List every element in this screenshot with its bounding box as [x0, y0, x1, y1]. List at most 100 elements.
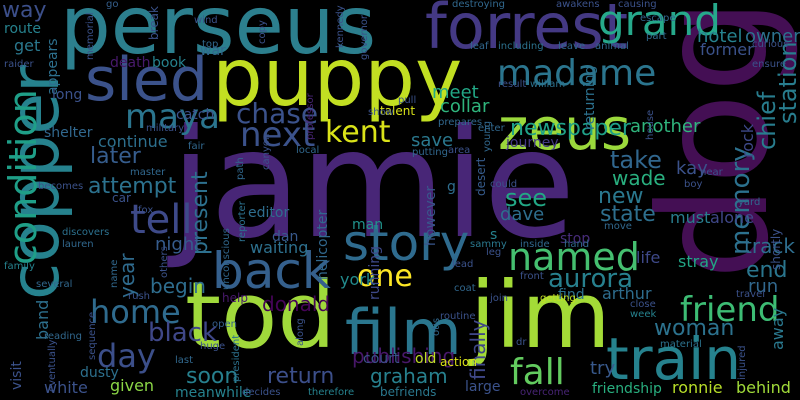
word-inside: inside	[520, 239, 550, 250]
word-several: several	[36, 279, 73, 290]
word-condition: condition	[1, 89, 45, 265]
word-join: join	[490, 293, 509, 304]
word-visit: visit	[9, 361, 25, 390]
word-travel: travel	[736, 289, 766, 300]
word-putting: putting	[412, 147, 448, 158]
word-given: given	[110, 376, 155, 395]
word-newspaper: newspaper	[510, 116, 631, 141]
word-rush: rush	[128, 291, 150, 302]
word-causing: causing	[618, 0, 657, 10]
word-along: along	[295, 318, 306, 346]
word-including: including	[498, 41, 544, 52]
word-eventually: eventually	[47, 339, 58, 392]
word-prepares: prepares	[438, 117, 483, 128]
word-otis: otis	[431, 317, 442, 336]
word-lead: lead	[452, 259, 474, 270]
word-awakens: awakens	[556, 0, 600, 10]
word-leave: leave	[558, 41, 586, 52]
word-ensure: ensure	[752, 59, 787, 70]
word-york: york	[340, 270, 376, 289]
word-friend: friend	[680, 290, 780, 330]
word-death: death	[110, 55, 151, 71]
word-boy: boy	[684, 179, 703, 190]
word-break: break	[147, 6, 161, 40]
word-night: night	[155, 234, 202, 255]
word-top: top	[202, 39, 219, 50]
word-attempt: attempt	[88, 174, 177, 199]
word-military: military	[146, 123, 185, 134]
word-coat: coat	[454, 283, 476, 294]
word-copy: copy	[257, 20, 268, 44]
word-chase: chase	[236, 97, 319, 130]
word-owner: owner	[745, 26, 800, 47]
word-s: s	[490, 227, 498, 243]
word-action: action	[440, 355, 477, 369]
word-reading: reading	[44, 331, 82, 342]
word-story: story	[343, 214, 470, 272]
word-young: young	[482, 120, 493, 152]
word-must: must	[670, 208, 711, 227]
word-aurora: aurora	[548, 264, 634, 294]
word-try: try	[590, 358, 616, 379]
word-enter: enter	[478, 123, 505, 134]
word-maya: maya	[125, 97, 220, 137]
word-curious: curious	[752, 39, 789, 50]
word-large: large	[465, 379, 501, 395]
word-next: next	[240, 115, 316, 155]
word-show: show	[368, 107, 394, 118]
word-name: name	[109, 259, 120, 288]
word-returning: returning	[582, 65, 598, 130]
word-friendship: friendship	[592, 381, 662, 397]
word-sequence: sequence	[87, 311, 98, 360]
word-find: find	[558, 287, 585, 303]
word-rock: rock	[738, 123, 757, 158]
word-fox: fox	[138, 205, 154, 216]
word-man: man	[352, 217, 384, 233]
word-kay: kay	[676, 158, 708, 179]
word-reporter: reporter	[237, 201, 248, 242]
word-governor: governor	[359, 14, 370, 60]
word-soon: soon	[186, 364, 239, 389]
word-continue: continue	[98, 132, 168, 151]
word-station: station	[774, 41, 800, 124]
word-sammy: sammy	[470, 239, 507, 250]
word-master: master	[130, 167, 166, 178]
word-editor: editor	[248, 205, 290, 221]
word-named: named	[508, 235, 640, 279]
word-lauren: lauren	[62, 239, 94, 250]
word-hand: hand	[564, 239, 590, 250]
word-save: save	[411, 130, 454, 151]
word-pull: pull	[398, 95, 417, 106]
word-part: part	[646, 31, 667, 42]
word-escape: escape	[640, 13, 676, 24]
word-later: later	[90, 144, 141, 169]
word-another: another	[630, 116, 701, 137]
word-white: white	[44, 378, 88, 397]
word-dave: dave	[500, 204, 545, 225]
word-discovers: discovers	[62, 227, 110, 238]
word-finally: finally	[466, 319, 490, 380]
word-kennedy: kennedy	[335, 5, 346, 48]
word-see: see	[505, 184, 548, 212]
word-take: take	[610, 146, 662, 174]
word-week: week	[630, 309, 657, 320]
word-dr: dr	[516, 337, 527, 348]
word-former: former	[700, 40, 754, 59]
word-move: move	[604, 221, 632, 232]
word-william: william	[530, 79, 566, 90]
word-professor: professor	[305, 93, 316, 140]
word-however: however	[423, 185, 439, 246]
word-perseus: perseus	[60, 0, 377, 72]
word-talent: talent	[380, 104, 416, 118]
word-route: route	[4, 21, 41, 37]
word-zeus: zeus	[498, 95, 632, 163]
word-woman: woman	[654, 316, 735, 341]
word-court: court	[363, 351, 400, 367]
word-jamie: jamie	[170, 98, 576, 272]
word-house: house	[645, 109, 656, 140]
word-therefore: therefore	[308, 387, 355, 398]
word-dan: dan	[272, 229, 299, 245]
word-result: result	[498, 79, 527, 90]
word-canyon: canyon	[261, 133, 272, 170]
